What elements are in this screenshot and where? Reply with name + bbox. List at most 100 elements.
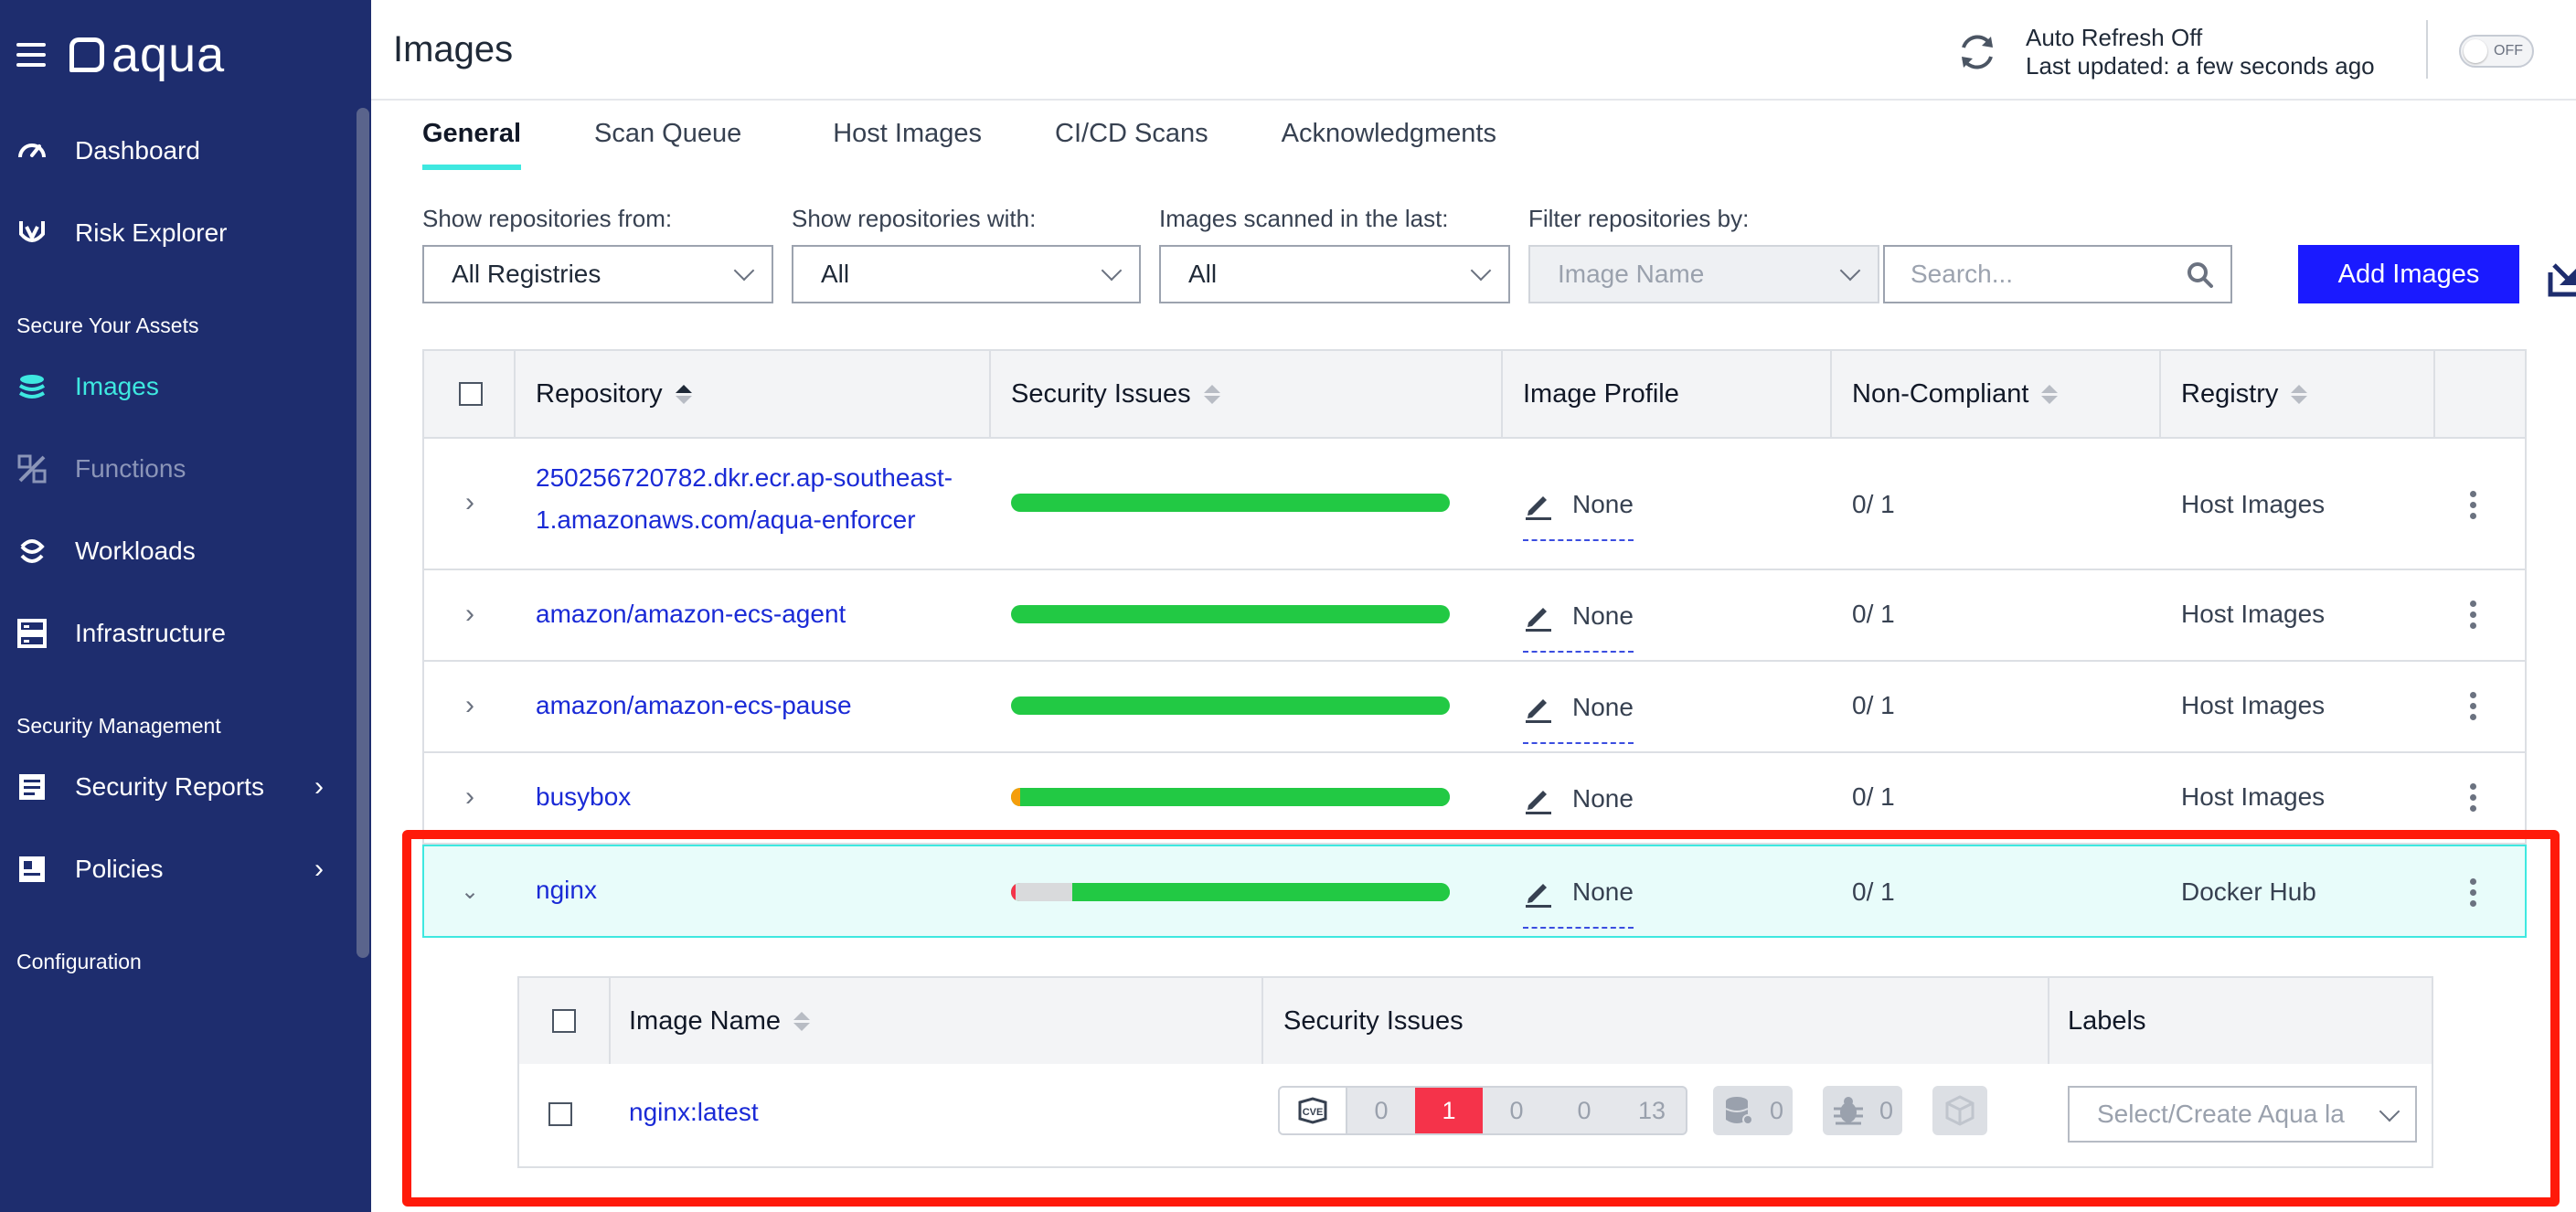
col-non-compliant[interactable]: Non-Compliant: [1852, 351, 2059, 437]
functions-icon: [16, 453, 48, 484]
non-compliant-value: 0/ 1: [1852, 877, 1895, 906]
auto-refresh-toggle[interactable]: OFF: [2459, 35, 2534, 68]
sidebar-item-infrastructure[interactable]: Infrastructure: [0, 592, 371, 675]
sidebar-item-label: Dashboard: [75, 136, 200, 165]
chevron-right-icon[interactable]: ›: [465, 781, 474, 812]
tab-host-images[interactable]: Host Images: [833, 119, 983, 148]
chevron-right-icon[interactable]: ›: [465, 487, 474, 517]
vulnerability-counts[interactable]: CVE 0 1 0 0 13: [1278, 1086, 1687, 1135]
sidebar-item-workloads[interactable]: Workloads: [0, 510, 371, 592]
image-row[interactable]: nginx:latest CVE 0 1 0 0 13 0 0 Select/C…: [517, 1064, 2433, 1168]
chevron-down-icon: [1101, 260, 1123, 282]
chevron-down-icon: [1839, 260, 1861, 282]
malware-indicator[interactable]: 0: [1713, 1086, 1794, 1135]
reports-icon: [16, 771, 48, 803]
sidebar-item-images[interactable]: Images: [0, 346, 371, 428]
scanned-label: Images scanned in the last:: [1159, 205, 1449, 232]
labels-select[interactable]: Select/Create Aqua la: [2068, 1086, 2417, 1143]
col-label: Image Profile: [1523, 378, 1679, 409]
table-row[interactable]: › busybox None 0/ 1 Host Images: [422, 753, 2527, 845]
select-all-cell: [459, 351, 483, 437]
repo-name-cell[interactable]: amazon/amazon-ecs-pause: [536, 684, 852, 728]
chevron-right-icon: ›: [314, 771, 324, 802]
col-label: Security Issues: [1011, 378, 1191, 409]
search-input[interactable]: Search...: [1883, 245, 2232, 303]
chevron-down-icon: [2379, 1100, 2400, 1122]
profile-underline: [1523, 742, 1634, 744]
image-row-checkbox[interactable]: [548, 1102, 572, 1126]
repo-name-cell[interactable]: 250256720782.dkr.ecr.ap-southeast- 1.ama…: [536, 457, 984, 548]
repos-from-select[interactable]: All Registries: [422, 245, 773, 303]
chevron-down-icon[interactable]: ⌄: [460, 878, 480, 904]
bug-icon: [1834, 1097, 1863, 1125]
select-all-checkbox[interactable]: [459, 382, 483, 406]
scanned-select[interactable]: All: [1159, 245, 1510, 303]
sort-icon: [2291, 384, 2308, 404]
kebab-menu-icon[interactable]: [2470, 594, 2477, 634]
chevron-right-icon[interactable]: ›: [465, 599, 474, 629]
sensitive-data-indicator[interactable]: 0: [1823, 1086, 1903, 1135]
package-indicator[interactable]: [1932, 1086, 1987, 1135]
image-profile-cell[interactable]: None: [1523, 590, 1634, 653]
pencil-icon: [1526, 608, 1551, 632]
pencil-icon: [1526, 699, 1551, 723]
aqua-logo[interactable]: aqua: [69, 27, 225, 83]
tab-cicd-scans[interactable]: CI/CD Scans: [1055, 119, 1208, 148]
tab-general[interactable]: General: [422, 119, 521, 170]
repo-name-cell[interactable]: amazon/amazon-ecs-agent: [536, 592, 846, 636]
table-row[interactable]: › 250256720782.dkr.ecr.ap-southeast- 1.a…: [422, 439, 2527, 570]
image-profile-cell[interactable]: None: [1523, 479, 1634, 541]
repo-link-cont[interactable]: 1.amazonaws.com/aqua-enforcer: [536, 505, 916, 534]
table-row-expanded[interactable]: ⌄ nginx None 0/ 1 Docker Hub: [422, 845, 2527, 938]
kebab-menu-icon[interactable]: [2470, 686, 2477, 726]
col-security-issues[interactable]: Security Issues: [1011, 351, 1220, 437]
sidebar-item-functions[interactable]: Functions: [0, 428, 371, 510]
menu-icon[interactable]: [16, 43, 46, 67]
export-icon[interactable]: [2547, 258, 2576, 298]
col-image-name[interactable]: Image Name: [629, 978, 811, 1064]
col-repository[interactable]: Repository: [536, 351, 692, 437]
col-label: Image Name: [629, 1005, 782, 1036]
image-profile-cell[interactable]: None: [1523, 682, 1634, 744]
repo-name-cell[interactable]: busybox: [536, 775, 631, 819]
select-all-images-checkbox[interactable]: [552, 1009, 576, 1033]
main-content: Images Auto Refresh Off Last updated: a …: [371, 0, 2576, 1212]
tab-scan-queue[interactable]: Scan Queue: [594, 119, 742, 148]
repo-link[interactable]: busybox: [536, 782, 632, 811]
col-label: Registry: [2181, 378, 2279, 409]
pencil-icon: [1526, 884, 1551, 908]
repo-name-cell[interactable]: nginx: [536, 868, 597, 912]
image-profile-value: None: [1572, 601, 1634, 630]
refresh-icon[interactable]: [1956, 31, 1998, 73]
sidebar-scrollbar[interactable]: [357, 108, 369, 958]
kebab-menu-icon[interactable]: [2470, 777, 2477, 817]
sort-icon: [793, 1011, 811, 1031]
registry-value: Host Images: [2181, 490, 2326, 518]
kebab-menu-icon[interactable]: [2470, 484, 2477, 525]
image-name-link[interactable]: nginx:latest: [629, 1098, 759, 1126]
image-profile-value: None: [1572, 877, 1634, 906]
repos-with-select[interactable]: All: [792, 245, 1141, 303]
chevron-right-icon[interactable]: ›: [465, 690, 474, 720]
repo-link[interactable]: amazon/amazon-ecs-pause: [536, 691, 852, 719]
registry-value: Host Images: [2181, 782, 2326, 811]
tab-acknowledgments[interactable]: Acknowledgments: [1281, 119, 1496, 148]
sidebar-item-risk-explorer[interactable]: Risk Explorer: [0, 192, 371, 274]
repo-link[interactable]: 250256720782.dkr.ecr.ap-southeast-: [536, 463, 953, 492]
ok-segment: [1072, 883, 1450, 901]
sidebar-item-policies[interactable]: Policies ›: [0, 828, 371, 910]
sidebar-item-security-reports[interactable]: Security Reports ›: [0, 746, 371, 828]
sidebar-item-dashboard[interactable]: Dashboard: [0, 110, 371, 192]
filter-by-select[interactable]: Image Name: [1528, 245, 1879, 303]
kebab-menu-icon[interactable]: [2470, 872, 2477, 912]
image-profile-cell[interactable]: None: [1523, 773, 1634, 835]
repo-link[interactable]: nginx: [536, 876, 597, 904]
repos-from-value: All Registries: [452, 260, 601, 288]
table-row[interactable]: › amazon/amazon-ecs-pause None 0/ 1 Host…: [422, 662, 2527, 753]
col-registry[interactable]: Registry: [2181, 351, 2308, 437]
repo-link[interactable]: amazon/amazon-ecs-agent: [536, 600, 846, 628]
table-row[interactable]: › amazon/amazon-ecs-agent None 0/ 1 Host…: [422, 570, 2527, 662]
add-images-button[interactable]: Add Images: [2298, 245, 2519, 303]
ok-segment: [1011, 605, 1450, 623]
image-profile-cell[interactable]: None: [1523, 866, 1634, 929]
